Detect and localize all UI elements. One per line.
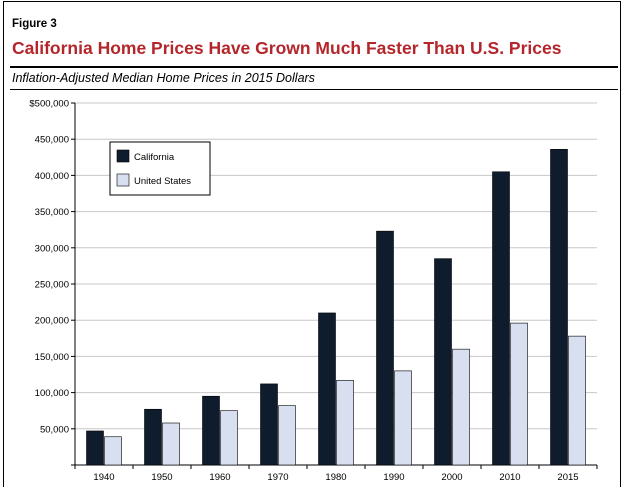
- bar-united-states-1950: [162, 422, 180, 466]
- bar-united-states-1940: [104, 436, 122, 466]
- bar-california-2015: [550, 149, 568, 466]
- y-tick-label: 400,000: [35, 171, 69, 182]
- chart-subtitle: Inflation-Adjusted Median Home Prices in…: [12, 71, 315, 85]
- figure-frame: [3, 1, 621, 487]
- figure-title: California Home Prices Have Grown Much F…: [12, 38, 562, 58]
- figure-label: Figure 3: [12, 18, 57, 30]
- x-tick-label: 2015: [557, 472, 578, 483]
- bar-united-states-2015: [568, 335, 586, 466]
- x-tick-label: 1980: [325, 472, 346, 483]
- bar-california-2000: [434, 258, 452, 466]
- bar-california-1980: [318, 312, 336, 466]
- y-tick-label: 300,000: [35, 243, 69, 254]
- x-tick-label: 2010: [499, 472, 520, 483]
- bar-california-2010: [492, 171, 510, 466]
- subtitle-divider: [10, 89, 618, 90]
- y-tick-label: 250,000: [35, 280, 69, 291]
- y-tick-label: 200,000: [35, 316, 69, 327]
- legend-label: California: [134, 152, 175, 163]
- bar-california-1950: [144, 408, 162, 466]
- x-tick-label: 1970: [267, 472, 288, 483]
- bar-california-1960: [202, 395, 220, 466]
- bar-united-states-1980: [336, 379, 354, 466]
- legend-swatch: [116, 149, 130, 163]
- y-tick-label: 350,000: [35, 207, 69, 218]
- bar-united-states-1960: [220, 410, 238, 466]
- x-tick-label: 2000: [441, 472, 462, 483]
- bar-united-states-1990: [394, 370, 412, 466]
- bar-united-states-1970: [278, 405, 296, 466]
- y-tick-label: 50,000: [40, 424, 69, 435]
- legend-label: United States: [134, 176, 191, 187]
- legend-swatch: [116, 173, 130, 187]
- bar-california-1940: [86, 430, 104, 466]
- x-tick-label: 1950: [151, 472, 172, 483]
- y-tick-label: 150,000: [35, 352, 69, 363]
- y-tick-label: 100,000: [35, 388, 69, 399]
- x-tick-label: 1960: [209, 472, 230, 483]
- title-divider: [10, 66, 618, 68]
- bar-california-1970: [260, 383, 278, 466]
- x-tick-label: 1990: [383, 472, 404, 483]
- bar-california-1990: [376, 230, 394, 466]
- y-tick-label: 450,000: [35, 135, 69, 146]
- x-tick-label: 1940: [93, 472, 114, 483]
- bar-united-states-2000: [452, 348, 470, 466]
- bar-united-states-2010: [510, 322, 528, 466]
- y-tick-label: $500,000: [29, 99, 69, 110]
